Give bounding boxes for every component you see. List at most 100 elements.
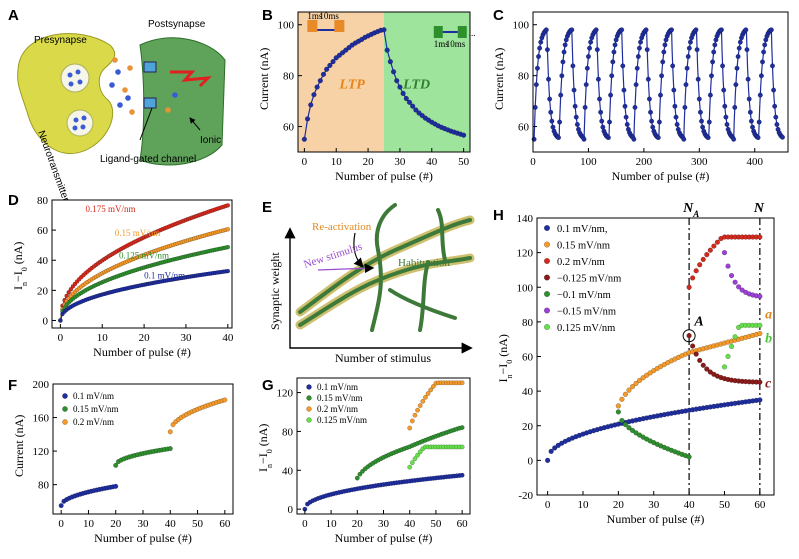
x-tick-label: 30 [138, 518, 150, 530]
inset-pulse [433, 26, 443, 38]
data-point-c [735, 54, 741, 60]
data-point-h [622, 391, 629, 397]
data-point-c [656, 119, 662, 125]
data-point-c [732, 104, 738, 110]
legend-label-f: 0.15 mV/nm [73, 404, 119, 414]
data-point-c [687, 39, 693, 45]
data-point-b [400, 90, 406, 97]
data-point-c [584, 65, 590, 71]
data-point-b [384, 47, 390, 53]
data-point-c [757, 92, 763, 98]
series-label-d: 0.125 mV/nm [119, 251, 169, 261]
legend-marker-f [62, 419, 68, 425]
data-point-c [705, 135, 711, 141]
data-point-c [744, 47, 750, 53]
data-point-b [311, 92, 317, 98]
annotation-b: b [765, 332, 772, 347]
data-point-b [390, 69, 397, 75]
e-ylabel: Synaptic weight [268, 252, 282, 330]
data-point-h [700, 362, 706, 368]
presynapse-label: Presynapse [34, 35, 87, 46]
data-point-c [543, 27, 549, 33]
legend-label-h: −0.1 mV/nm [557, 290, 611, 301]
ionic-label: Ionic [200, 135, 221, 146]
data-point-d [225, 203, 231, 208]
data-point-c [686, 45, 692, 51]
data-point-c [620, 63, 626, 69]
ltp-label: LTP [338, 77, 365, 92]
plot-frame-c [532, 11, 789, 153]
data-point-b [461, 132, 467, 138]
x-tick-label: 10 [331, 156, 343, 168]
panel-label-f: F [8, 377, 17, 394]
data-point-c [582, 104, 588, 110]
legend-label-h: −0.15 mV/nm [557, 307, 616, 318]
data-point-c [673, 114, 679, 120]
x-tick-label: 400 [746, 156, 763, 168]
y-axis-label: Current (nA) [257, 48, 271, 110]
data-point-c [611, 49, 617, 55]
data-point-h [725, 263, 731, 269]
y-tick-label: 80 [522, 317, 534, 329]
data-point-h [619, 396, 625, 402]
data-point-c [622, 103, 628, 109]
data-point-d [66, 290, 71, 295]
data-point-c [544, 47, 550, 53]
data-point-h [644, 372, 650, 378]
x-tick-label: 10 [83, 518, 95, 530]
data-point-h [615, 403, 621, 409]
x-tick-label: 10 [577, 499, 589, 511]
data-point-c [760, 59, 766, 65]
data-point-c [722, 103, 728, 109]
panel-label-c: C [493, 7, 504, 24]
data-point-c [534, 65, 540, 71]
data-point-c [773, 114, 779, 120]
data-point-c [736, 45, 742, 51]
data-point-h [647, 370, 653, 376]
y-tick-label: 120 [277, 388, 294, 400]
data-point-g [409, 418, 415, 424]
plot-frame-d [51, 199, 233, 329]
data-point-g [430, 384, 436, 389]
data-point-h [686, 454, 692, 460]
x-tick-label: 300 [691, 156, 708, 168]
y-tick-label: 60 [283, 122, 295, 134]
data-point-c [621, 87, 627, 93]
vesicle-lower [66, 109, 94, 137]
data-point-h [757, 330, 763, 337]
annotation-a: A [693, 314, 703, 329]
data-point-c [624, 121, 630, 127]
data-point-h [704, 252, 710, 258]
data-point-c [712, 42, 718, 48]
data-point-c [549, 118, 555, 124]
data-point-h [552, 445, 558, 451]
data-point-h [636, 377, 643, 384]
legend-label-h: 0.125 mV/nm [557, 323, 615, 334]
data-point-h [629, 384, 636, 390]
x-axis-label: Number of pulse (#) [607, 512, 705, 526]
data-point-h [739, 287, 745, 293]
data-point-c [670, 63, 676, 69]
data-point-h [690, 343, 696, 349]
y-tick-label: 20 [522, 421, 534, 433]
data-point-c [724, 121, 730, 127]
data-point-f [113, 462, 119, 468]
x-tick-label: 60 [219, 518, 231, 530]
data-point-c [638, 39, 644, 45]
y-tick-label: 200 [33, 379, 50, 391]
series-label-d: 0.175 mV/nm [85, 204, 135, 214]
data-point-h [697, 262, 703, 268]
data-point-g [409, 460, 415, 466]
data-point-h [633, 430, 639, 436]
data-point-h [721, 250, 728, 256]
data-point-c [556, 135, 562, 141]
y-tick-label: 0 [528, 455, 534, 467]
x-tick-label: 30 [394, 156, 406, 168]
panel-label-d: D [8, 192, 19, 209]
inset-pulse [334, 20, 345, 32]
data-point-c [681, 136, 687, 142]
y-axis-label: In−I0 (nA) [11, 242, 29, 290]
x-tick-label: 30 [180, 332, 192, 344]
y-axis-label: Current (nA) [492, 48, 506, 110]
data-point-c [594, 47, 600, 53]
